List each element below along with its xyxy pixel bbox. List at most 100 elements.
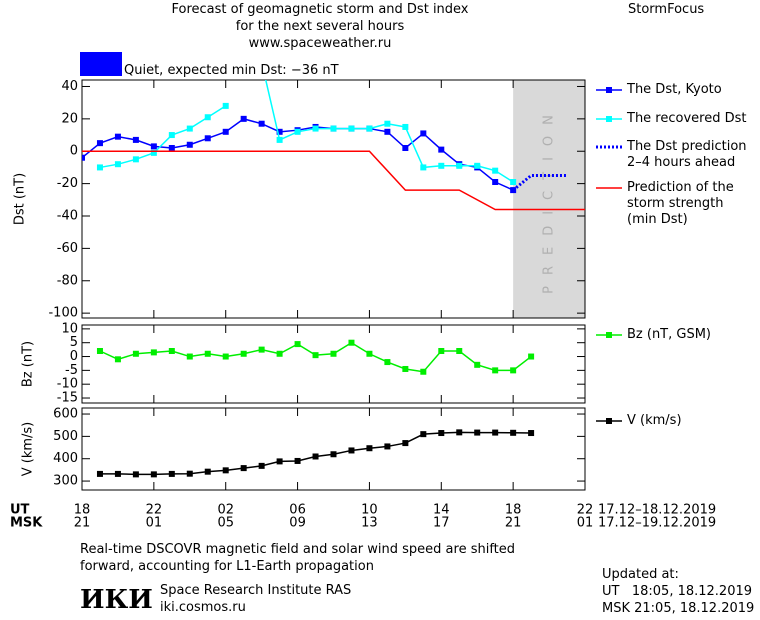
data-point xyxy=(168,470,175,477)
data-point xyxy=(132,156,139,163)
data-point xyxy=(456,429,463,436)
data-point xyxy=(420,431,427,438)
data-point xyxy=(222,102,229,109)
data-point xyxy=(114,470,121,477)
data-point xyxy=(294,457,301,464)
data-point xyxy=(240,350,247,357)
y-tick-label: -20 xyxy=(57,176,78,191)
data-point xyxy=(474,162,481,169)
data-point xyxy=(150,471,157,478)
data-point xyxy=(384,120,391,127)
data-point xyxy=(420,130,427,137)
data-point xyxy=(150,149,157,156)
data-point xyxy=(186,141,193,148)
series-line xyxy=(512,174,568,192)
x-tick-label-msk: 05 xyxy=(217,516,234,531)
data-point xyxy=(222,128,229,135)
data-point xyxy=(96,348,103,354)
y-tick-label: 20 xyxy=(61,111,78,126)
data-point xyxy=(204,135,211,142)
data-point xyxy=(492,429,499,436)
y-tick-label: -5 xyxy=(65,363,78,378)
y-tick-label: 300 xyxy=(53,474,78,489)
date-range: 17.12–18.12.2019 xyxy=(598,503,716,518)
series-group xyxy=(96,339,535,375)
series-group xyxy=(82,80,585,211)
site-url: www.spaceweather.ru xyxy=(248,36,392,51)
data-point xyxy=(168,348,175,354)
note: Real-time DSCOVR magnetic field and sola… xyxy=(80,542,516,574)
updated-msk: MSK 21:05, 18.12.2019 xyxy=(602,601,755,616)
data-point xyxy=(384,359,391,366)
data-point xyxy=(438,348,445,354)
legend-marker xyxy=(606,87,612,93)
legend-label: The recovered Dst xyxy=(627,111,747,126)
y-tick-label: 5 xyxy=(70,335,78,350)
data-point xyxy=(294,128,301,135)
status-color xyxy=(80,52,122,76)
x-tick-label: 02 xyxy=(217,503,234,518)
y-tick-label: 500 xyxy=(53,429,78,444)
x-tick-label: 22 xyxy=(577,503,594,518)
data-point xyxy=(330,350,337,357)
panel-frame xyxy=(81,324,586,404)
data-point xyxy=(384,443,391,450)
data-point xyxy=(492,367,499,374)
data-point xyxy=(222,467,229,474)
updated-title: Updated at: xyxy=(602,567,679,582)
date-range-msk: 17.12–19.12.2019 xyxy=(598,516,716,531)
y-tick-label: -60 xyxy=(57,241,78,256)
data-point xyxy=(456,348,463,354)
prediction-label: PREDICTION xyxy=(542,104,557,294)
data-point xyxy=(348,339,355,346)
x-tick-label-msk: 01 xyxy=(577,516,594,531)
x-tick-label: 06 xyxy=(289,503,306,518)
x-tick-label: 18 xyxy=(74,503,91,518)
data-point xyxy=(348,447,355,454)
data-point xyxy=(492,167,499,174)
series-line xyxy=(82,150,585,211)
legend-label: Prediction of the storm strength (min Ds… xyxy=(627,180,734,227)
x-tick-label-msk: 21 xyxy=(505,516,522,531)
data-point xyxy=(132,471,139,478)
legend-label: Bz (nT, GSM) xyxy=(627,327,712,342)
data-point xyxy=(258,346,265,353)
data-point xyxy=(276,350,283,357)
x-tick-label: 18 xyxy=(505,503,522,518)
data-point xyxy=(384,128,391,135)
data-point xyxy=(510,367,517,374)
data-point xyxy=(96,470,103,477)
data-point xyxy=(114,161,121,168)
data-point xyxy=(510,429,517,436)
data-point xyxy=(276,458,283,465)
y-tick-label: -10 xyxy=(57,377,78,392)
data-point xyxy=(366,445,373,452)
data-point xyxy=(348,125,355,132)
x-tick-label-msk: 01 xyxy=(146,516,163,531)
series-group xyxy=(96,429,535,478)
data-point xyxy=(258,120,265,127)
data-point xyxy=(204,350,211,357)
data-point xyxy=(330,125,337,132)
data-point xyxy=(438,430,445,437)
y-tick-label: 40 xyxy=(61,79,78,94)
y-tick-label: 600 xyxy=(53,407,78,422)
legend-label: The Dst prediction 2–4 hours ahead xyxy=(627,139,747,170)
series-line xyxy=(99,431,532,476)
y-tick-label: -40 xyxy=(57,209,78,224)
data-point xyxy=(150,349,157,356)
brand: StormFocus xyxy=(628,2,705,17)
x-tick-label-msk: 13 xyxy=(361,516,378,531)
data-point xyxy=(492,179,499,185)
data-point xyxy=(420,164,427,171)
y-tick-label: -15 xyxy=(57,391,78,406)
x-tick-label-msk: 17 xyxy=(433,516,450,531)
y-tick-label: 0 xyxy=(70,349,78,364)
y-tick-label: 0 xyxy=(70,144,78,159)
data-point xyxy=(276,128,283,135)
y-axis-label: Bz (nT) xyxy=(21,341,36,387)
data-point xyxy=(150,143,157,150)
data-point xyxy=(240,115,247,122)
